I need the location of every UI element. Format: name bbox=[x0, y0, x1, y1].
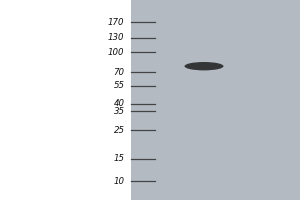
Text: 15: 15 bbox=[113, 154, 124, 163]
Ellipse shape bbox=[184, 62, 224, 70]
Text: 40: 40 bbox=[113, 99, 124, 108]
Text: 100: 100 bbox=[108, 48, 124, 57]
Text: 35: 35 bbox=[113, 107, 124, 116]
Text: 70: 70 bbox=[113, 68, 124, 77]
Text: 170: 170 bbox=[108, 18, 124, 27]
Text: 55: 55 bbox=[113, 81, 124, 90]
Bar bbox=[130, 0, 300, 200]
Text: 10: 10 bbox=[113, 177, 124, 186]
Text: 130: 130 bbox=[108, 33, 124, 42]
Text: 25: 25 bbox=[113, 126, 124, 135]
